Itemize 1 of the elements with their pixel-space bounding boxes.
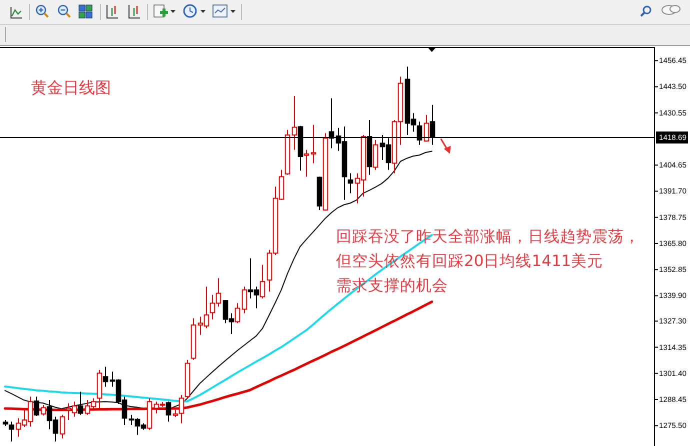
title: 黄金日线图 bbox=[31, 78, 111, 97]
